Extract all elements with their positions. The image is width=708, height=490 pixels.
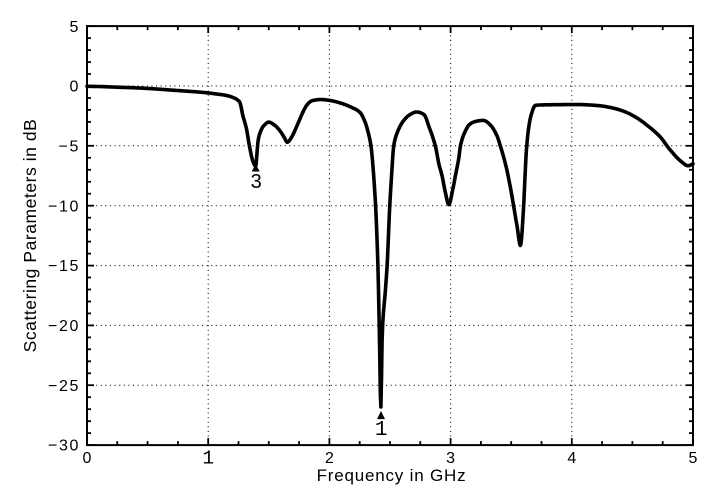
svg-text:5: 5 [70,19,81,36]
svg-text:1: 1 [202,448,214,470]
svg-text:Scattering Parameters in dB: Scattering Parameters in dB [20,119,40,353]
svg-text:−25: −25 [48,378,80,395]
svg-text:Frequency in GHz: Frequency in GHz [317,466,467,485]
svg-text:5: 5 [689,450,698,467]
svg-text:3: 3 [446,450,455,467]
svg-text:−5: −5 [59,138,80,155]
svg-text:1: 1 [375,419,388,442]
svg-text:4: 4 [567,450,576,467]
svg-text:−30: −30 [48,438,80,455]
svg-text:0: 0 [83,450,92,467]
svg-text:3: 3 [251,171,262,193]
svg-text:−15: −15 [48,258,80,275]
svg-text:0: 0 [70,79,81,96]
svg-text:−10: −10 [48,198,80,215]
svg-text:2: 2 [325,450,334,467]
svg-text:−20: −20 [48,318,80,335]
